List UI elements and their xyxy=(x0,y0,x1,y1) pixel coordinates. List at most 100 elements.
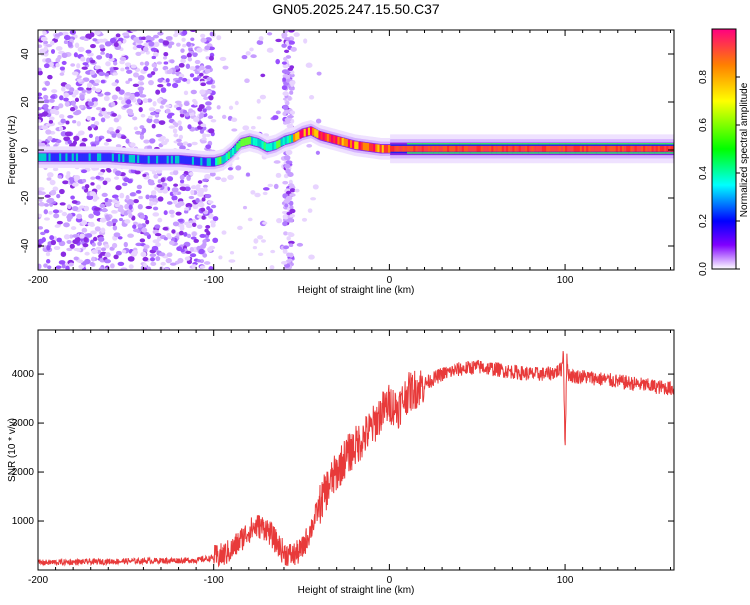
noise-speckle xyxy=(283,231,288,236)
ridge-core-cell xyxy=(546,145,549,152)
noise-speckle xyxy=(43,209,48,215)
ridge-core-cell xyxy=(172,155,176,164)
noise-speckle xyxy=(158,120,166,125)
noise-speckle xyxy=(282,121,288,125)
noise-speckle xyxy=(161,140,168,146)
noise-speckle xyxy=(117,236,123,240)
noise-speckle xyxy=(204,68,211,74)
noise-speckle xyxy=(142,98,149,104)
noise-speckle xyxy=(288,86,295,91)
noise-speckle xyxy=(63,234,71,240)
noise-speckle xyxy=(124,203,130,210)
ridge-halo-cell xyxy=(438,152,444,154)
ridge-core-cell xyxy=(415,145,418,152)
noise-speckle xyxy=(38,190,43,196)
noise-speckle xyxy=(98,71,106,76)
noise-speckle xyxy=(140,113,146,118)
noise-speckle xyxy=(115,33,121,38)
noise-speckle xyxy=(104,244,110,249)
ridge-halo-cell xyxy=(533,143,539,145)
ridge-halo-cell xyxy=(591,143,597,145)
noise-speckle xyxy=(163,236,168,241)
noise-speckle xyxy=(178,62,185,68)
ridge-core-cell xyxy=(213,158,216,166)
noise-speckle xyxy=(59,114,65,119)
noise-speckle xyxy=(66,171,71,176)
ridge-core-cell xyxy=(634,145,637,152)
noise-speckle xyxy=(197,189,204,195)
noise-speckle xyxy=(63,34,71,41)
ridge-core-cell xyxy=(280,138,283,147)
ridge-core-cell xyxy=(575,145,578,152)
noise-speckle xyxy=(228,105,234,110)
noise-speckle xyxy=(69,243,75,249)
ridge-core-cell xyxy=(482,145,486,152)
noise-speckle xyxy=(56,139,62,144)
ridge-core-cell xyxy=(312,127,315,136)
ridge-core-cell xyxy=(544,145,547,152)
noise-speckle xyxy=(197,180,203,184)
noise-speckle xyxy=(200,82,207,87)
noise-speckle xyxy=(95,175,101,180)
ridge-halo-cell xyxy=(612,152,618,154)
noise-speckle xyxy=(50,49,56,54)
colorbar-label: Normalized spectral amplitude xyxy=(739,82,750,217)
noise-speckle xyxy=(59,188,65,195)
noise-speckle xyxy=(231,117,238,123)
ridge-halo-cell xyxy=(422,152,429,154)
noise-speckle xyxy=(282,104,289,111)
noise-speckle xyxy=(181,187,186,191)
ridge-core-cell xyxy=(337,136,340,145)
noise-speckle xyxy=(88,213,95,219)
noise-speckle xyxy=(165,36,173,40)
noise-speckle xyxy=(70,226,77,231)
ridge-core-cell xyxy=(592,145,595,152)
ridge-core-cell xyxy=(236,143,239,151)
noise-speckle xyxy=(254,192,261,198)
noise-speckle xyxy=(306,143,313,148)
noise-speckle xyxy=(258,36,264,41)
noise-speckle xyxy=(89,191,97,197)
noise-speckle xyxy=(257,252,264,256)
noise-speckle xyxy=(38,197,43,203)
noise-speckle xyxy=(288,232,295,238)
noise-speckle xyxy=(152,101,157,107)
ridge-core-cell xyxy=(350,140,353,148)
ridge-halo-cell xyxy=(454,143,460,145)
ridge-core-cell xyxy=(373,144,376,152)
noise-speckle xyxy=(78,264,85,269)
noise-speckle xyxy=(173,199,178,205)
noise-speckle xyxy=(97,241,102,247)
noise-speckle xyxy=(281,85,288,91)
noise-speckle xyxy=(71,100,76,106)
ridge-core-cell xyxy=(202,157,205,166)
noise-speckle xyxy=(133,221,138,225)
noise-speckle xyxy=(95,88,102,93)
noise-speckle xyxy=(171,82,179,88)
ridge-halo-cell xyxy=(522,143,529,145)
noise-speckle xyxy=(143,231,150,236)
noise-speckle xyxy=(285,190,292,195)
noise-speckle xyxy=(166,232,172,238)
noise-speckle xyxy=(262,221,268,225)
ridge-core-cell xyxy=(485,145,488,152)
noise-speckle xyxy=(174,65,180,70)
noise-speckle xyxy=(81,66,88,70)
colorbar-gradient xyxy=(711,28,737,270)
y-tick-label: 4000 xyxy=(12,369,35,380)
noise-speckle xyxy=(163,51,169,57)
noise-speckle xyxy=(137,223,143,228)
noise-speckle xyxy=(185,250,192,255)
noise-speckle xyxy=(221,230,227,235)
ridge-core-cell xyxy=(97,153,100,162)
noise-speckle xyxy=(163,210,168,216)
noise-speckle xyxy=(216,35,222,41)
noise-speckle xyxy=(121,99,126,105)
noise-speckle xyxy=(187,124,192,130)
noise-speckle xyxy=(111,218,118,224)
noise-speckle xyxy=(276,217,283,224)
ridge-core-cell xyxy=(253,137,256,146)
noise-speckle xyxy=(58,103,64,109)
ridge-core-cell xyxy=(293,134,296,142)
noise-speckle xyxy=(97,93,104,97)
